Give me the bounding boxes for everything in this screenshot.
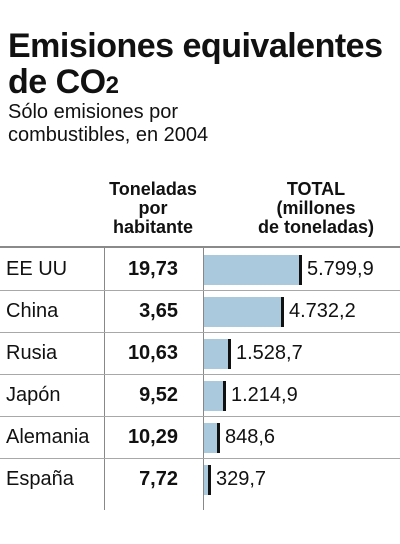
total-bar [204,339,229,369]
per-capita-value: 7,72 [139,468,178,490]
total-bar [204,423,218,453]
total-header-line-3: de toneladas) [257,217,375,237]
total-bar [204,255,300,285]
column-divider-1 [104,248,105,510]
total-bar [204,297,282,327]
per-capita-header-line-2: por [138,198,168,218]
chart-subtitle: Sólo emisiones por combustibles, en 2004 [8,101,388,147]
title-subscript: 2 [105,72,119,99]
per-capita-value: 10,63 [127,342,178,364]
total-bar [204,381,224,411]
per-capita-value: 10,29 [127,426,178,448]
total-value: 329,7 [216,468,267,490]
bar-end-marker [217,423,220,453]
country-label: Japón [6,384,61,406]
row-divider [0,374,400,375]
subtitle-line-1: Sólo emisiones por [8,101,179,123]
total-value: 848,6 [225,426,276,448]
per-capita-value: 3,65 [139,300,178,322]
title-main: Emisiones equivalentes de CO [8,27,383,101]
total-value: 5.799,9 [307,258,374,280]
column-divider-2 [203,248,204,510]
total-value: 4.732,2 [289,300,356,322]
total-header: TOTAL (millones de toneladas) [236,180,396,237]
chart-title: Emisiones equivalentes de CO2 [8,28,398,104]
per-capita-header: Toneladas por habitante [96,180,210,237]
total-bar [204,465,209,495]
subtitle-line-2: combustibles, en 2004 [8,124,209,146]
per-capita-value: 9,52 [139,384,178,406]
row-divider [0,332,400,333]
total-header-line-1: TOTAL [286,179,346,199]
per-capita-header-line-1: Toneladas [109,179,197,199]
total-value: 1.214,9 [231,384,298,406]
per-capita-header-line-3: habitante [112,217,193,237]
bar-end-marker [228,339,231,369]
row-divider [0,290,400,291]
per-capita-value: 19,73 [127,258,178,280]
bar-end-marker [281,297,284,327]
bar-end-marker [223,381,226,411]
row-divider [0,416,400,417]
country-label: China [6,300,59,322]
bar-end-marker [299,255,302,285]
total-value: 1.528,7 [236,342,303,364]
country-label: Rusia [6,342,58,364]
country-label: EE UU [6,258,68,280]
country-label: España [6,468,74,490]
country-label: Alemania [6,426,90,448]
total-header-line-2: (millones [276,198,356,218]
row-divider [0,458,400,459]
header-rule [0,246,400,248]
bar-end-marker [208,465,211,495]
